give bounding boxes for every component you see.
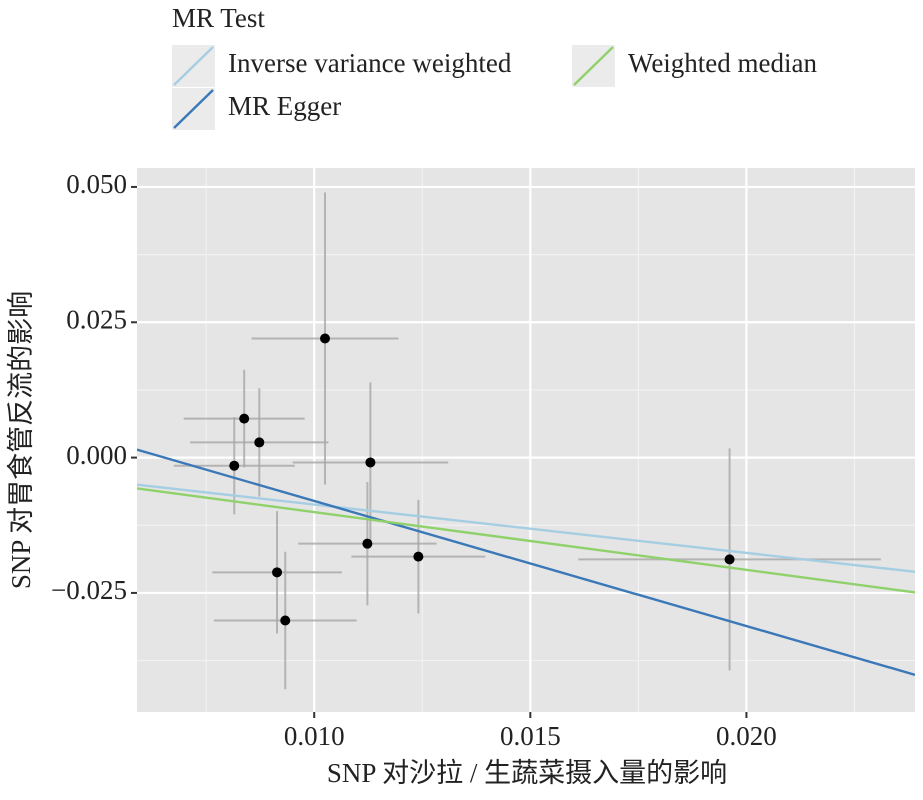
point (365, 457, 376, 468)
y-tick-label: −0.025 (51, 575, 127, 605)
legend-label: Weighted median (628, 48, 818, 78)
y-tick-label: 0.025 (66, 304, 127, 334)
legend-line (573, 46, 614, 86)
x-axis-title: SNP 对沙拉 / 生蔬菜摄入量的影响 (327, 758, 727, 788)
point (724, 554, 735, 565)
legend-label: Inverse variance weighted (228, 48, 512, 78)
regression-line (137, 448, 915, 676)
x-tick-label: 0.015 (500, 721, 561, 751)
point (362, 538, 373, 549)
point (320, 333, 331, 344)
x-tick-label: 0.020 (716, 721, 777, 751)
point (239, 413, 250, 424)
point (413, 551, 424, 562)
point (280, 615, 291, 626)
point (229, 460, 240, 471)
legend-title: MR Test (172, 3, 265, 33)
legend-line (173, 46, 214, 86)
plot-panel (137, 168, 915, 712)
legend-line (173, 89, 214, 129)
point (272, 567, 283, 578)
x-tick-label: 0.010 (284, 721, 345, 751)
point (254, 437, 265, 448)
y-axis-title: SNP 对胃食管反流的影响 (6, 291, 36, 589)
regression-line (137, 487, 915, 594)
regression-line (137, 483, 915, 573)
y-tick-label: 0.050 (66, 169, 127, 199)
y-tick-label: 0.000 (66, 440, 127, 470)
legend-label: MR Egger (228, 91, 341, 121)
